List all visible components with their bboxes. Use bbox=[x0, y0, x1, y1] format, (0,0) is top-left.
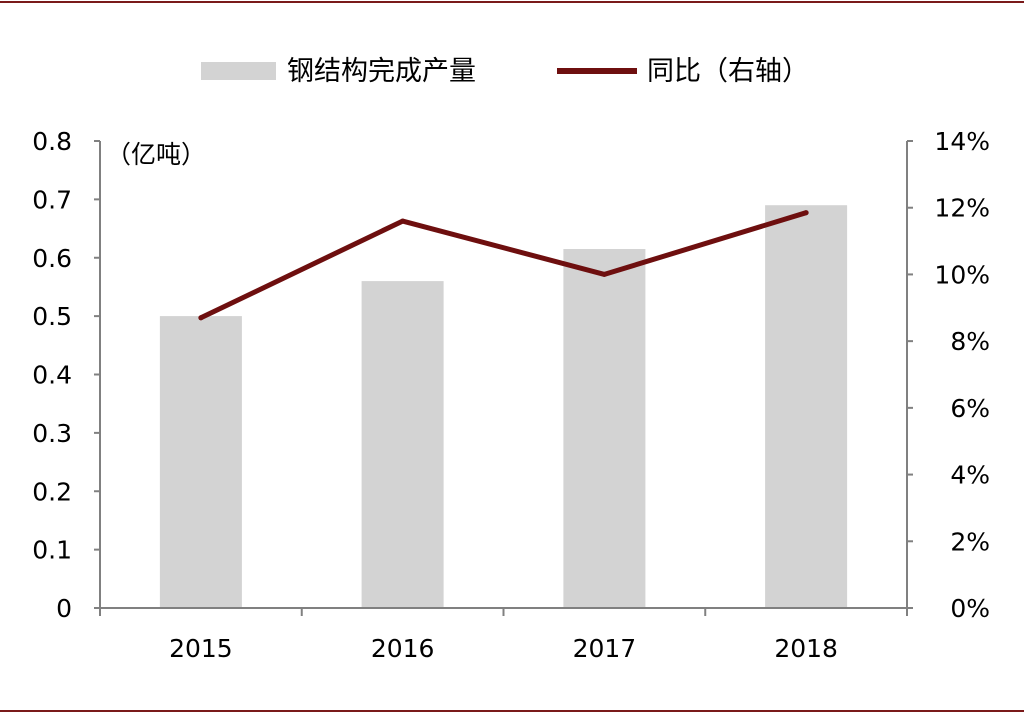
right-tick-label: 4% bbox=[950, 461, 990, 490]
left-tick-label: 0.4 bbox=[32, 361, 72, 390]
right-tick-label: 6% bbox=[950, 394, 990, 423]
left-tick-label: 0.6 bbox=[32, 244, 72, 273]
x-tick-label: 2017 bbox=[573, 634, 637, 663]
right-tick-label: 2% bbox=[950, 527, 990, 556]
right-tick-label: 14% bbox=[934, 127, 990, 156]
yoy-point-2018 bbox=[803, 210, 809, 216]
bar-2015 bbox=[159, 316, 242, 608]
yoy-point-2016 bbox=[400, 218, 406, 224]
right-tick-label: 10% bbox=[934, 260, 990, 289]
yoy-line bbox=[198, 210, 809, 321]
bar-2016 bbox=[361, 281, 444, 608]
yoy-point-2015 bbox=[198, 315, 204, 321]
yoy-point-2017 bbox=[601, 271, 607, 277]
left-axis-unit-label: （亿吨） bbox=[106, 140, 206, 169]
legend-bar-swatch bbox=[201, 62, 276, 80]
left-tick-label: 0 bbox=[56, 594, 72, 623]
legend-bar-label: 钢结构完成产量 bbox=[287, 56, 476, 87]
plot-area: 0 0.1 0.2 0.3 0.4 0.5 0.6 0.7 0.8 0% 2% 4% 6% 8% 10% 12… bbox=[32, 127, 990, 663]
left-tick-label: 0.3 bbox=[32, 419, 72, 448]
x-tick-label: 2015 bbox=[169, 634, 233, 663]
bar-2018 bbox=[765, 205, 848, 608]
left-tick-label: 0.7 bbox=[32, 185, 72, 214]
right-tick-label: 0% bbox=[950, 594, 990, 623]
left-tick-label: 0.8 bbox=[32, 127, 72, 156]
x-tick-label: 2018 bbox=[774, 634, 838, 663]
left-tick-label: 0.1 bbox=[32, 536, 72, 565]
left-tick-label: 0.5 bbox=[32, 302, 72, 331]
bar-2017 bbox=[563, 249, 646, 608]
legend: 钢结构完成产量 同比（右轴） bbox=[201, 56, 809, 87]
left-tick-label: 0.2 bbox=[32, 477, 72, 506]
legend-line-label: 同比（右轴） bbox=[647, 56, 809, 87]
right-tick-label: 8% bbox=[950, 327, 990, 356]
x-tick-label: 2016 bbox=[371, 634, 435, 663]
right-tick-label: 12% bbox=[934, 194, 990, 223]
